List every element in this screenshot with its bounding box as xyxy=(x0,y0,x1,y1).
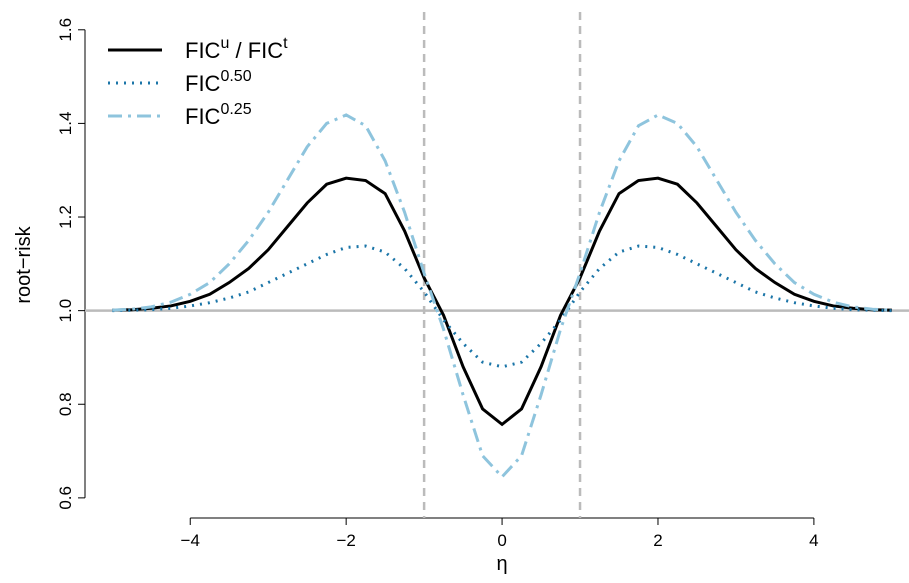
y-axis-label: root−risk xyxy=(13,225,35,303)
x-tick-label: −4 xyxy=(181,531,200,550)
legend-label-part: 0.25 xyxy=(220,101,251,118)
legend-label: FIC0.50 xyxy=(185,68,252,96)
legend-label: FIC0.25 xyxy=(185,101,252,129)
y-tick-label: 1.2 xyxy=(56,205,75,229)
legend-label-part: / FIC xyxy=(229,38,283,63)
x-tick-label: 0 xyxy=(497,531,506,550)
legend-label-part: u xyxy=(220,35,229,52)
x-tick-label: 4 xyxy=(809,531,818,550)
series-line xyxy=(112,176,892,427)
x-axis-label: η xyxy=(496,553,507,575)
y-tick-label: 1.4 xyxy=(56,112,75,136)
x-tick-label: −2 xyxy=(336,531,355,550)
legend-label-part: FIC xyxy=(185,104,221,129)
series-line xyxy=(112,113,892,480)
legend-label-part: FIC xyxy=(185,71,221,96)
legend-label-part: FIC xyxy=(185,38,221,63)
legend-label-part: t xyxy=(283,35,288,52)
legend-label: FICu / FICt xyxy=(185,35,288,63)
y-tick-label: 1.0 xyxy=(56,299,75,323)
y-tick-label: 0.6 xyxy=(56,486,75,510)
legend-label-part: 0.50 xyxy=(220,68,251,85)
x-tick-label: 2 xyxy=(653,531,662,550)
y-tick-label: 1.6 xyxy=(56,18,75,42)
y-tick-label: 0.8 xyxy=(56,392,75,416)
